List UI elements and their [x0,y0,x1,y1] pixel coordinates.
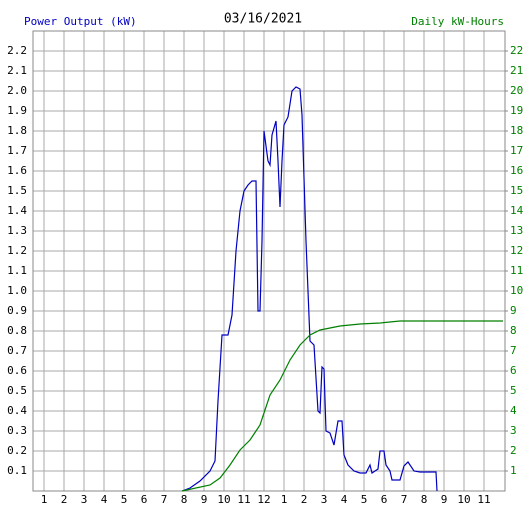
x-tick-label: 2 [61,493,68,506]
y2-tick-label: 17 [510,144,523,157]
y2-tick-label: 21 [510,64,523,77]
y2-tick-label: 9 [510,304,517,317]
y2-tick-label: 19 [510,104,523,117]
x-tick-label: 8 [421,493,428,506]
x-tick-label: 4 [101,493,108,506]
x-tick-label: 6 [381,493,388,506]
x-tick-label: 4 [341,493,348,506]
y2-tick-label: 15 [510,184,523,197]
x-tick-label: 10 [457,493,470,506]
y-tick-label: 1.3 [7,224,27,237]
y-tick-label: 1.1 [7,264,27,277]
x-tick-label: 3 [81,493,88,506]
y-tick-label: 0.2 [7,444,27,457]
y-tick-label: 1.8 [7,124,27,137]
y2-tick-label: 8 [510,324,517,337]
y-tick-label: 1.0 [7,284,27,297]
y-tick-label: 0.8 [7,324,27,337]
y-tick-label: 2.2 [7,44,27,57]
x-tick-label: 2 [301,493,308,506]
y2-tick-label: 6 [510,364,517,377]
y2-tick-label: 13 [510,224,523,237]
series-line [181,320,503,492]
y-tick-label: 1.4 [7,204,27,217]
y2-tick-label: 18 [510,124,523,137]
y-tick-label: 1.2 [7,244,27,257]
x-tick-label: 9 [201,493,208,506]
y2-tick-label: 2 [510,444,517,457]
y-tick-label: 0.7 [7,344,27,357]
x-tick-label: 5 [121,493,128,506]
y-tick-label: 1.9 [7,104,27,117]
y2-tick-label: 11 [510,264,523,277]
y2-tick-label: 14 [510,204,524,217]
x-tick-label: 9 [441,493,448,506]
x-tick-label: 11 [477,493,490,506]
x-tick-label: 10 [217,493,230,506]
y2-tick-label: 20 [510,84,523,97]
y-tick-label: 0.4 [7,404,27,417]
plot-border [32,30,506,492]
y2-tick-label: 10 [510,284,523,297]
y-tick-label: 0.6 [7,364,27,377]
y2-tick-label: 7 [510,344,517,357]
y-axis-label: Power Output (kW) [24,15,137,28]
x-tick-label: 12 [257,493,270,506]
y-tick-label: 0.5 [7,384,27,397]
x-tick-label: 7 [401,493,408,506]
x-tick-label: 5 [361,493,368,506]
x-tick-label: 1 [41,493,48,506]
grid [33,31,505,491]
chart-title: 03/16/2021 [224,12,302,27]
y2-axis-label: Daily kW-Hours [411,15,504,28]
y2-tick-label: 1 [510,464,517,477]
y-tick-label: 2.0 [7,84,27,97]
x-tick-label: 6 [141,493,148,506]
y-tick-label: 0.1 [7,464,27,477]
y2-tick-label: 4 [510,404,517,417]
y-tick-label: 0.9 [7,304,27,317]
x-tick-label: 11 [237,493,250,506]
y2-tick-label: 16 [510,164,523,177]
x-tick-label: 1 [281,493,288,506]
y-tick-label: 1.6 [7,164,27,177]
y2-tick-label: 3 [510,424,517,437]
y2-tick-label: 22 [510,44,523,57]
y-tick-label: 1.5 [7,184,27,197]
y-tick-label: 0.3 [7,424,27,437]
y2-tick-label: 5 [510,384,517,397]
y-tick-label: 1.7 [7,144,27,157]
x-tick-label: 3 [321,493,328,506]
y-tick-label: 2.1 [7,64,27,77]
y2-tick-label: 12 [510,244,523,257]
x-tick-label: 8 [181,493,188,506]
series-line [181,86,438,492]
x-tick-label: 7 [161,493,168,506]
